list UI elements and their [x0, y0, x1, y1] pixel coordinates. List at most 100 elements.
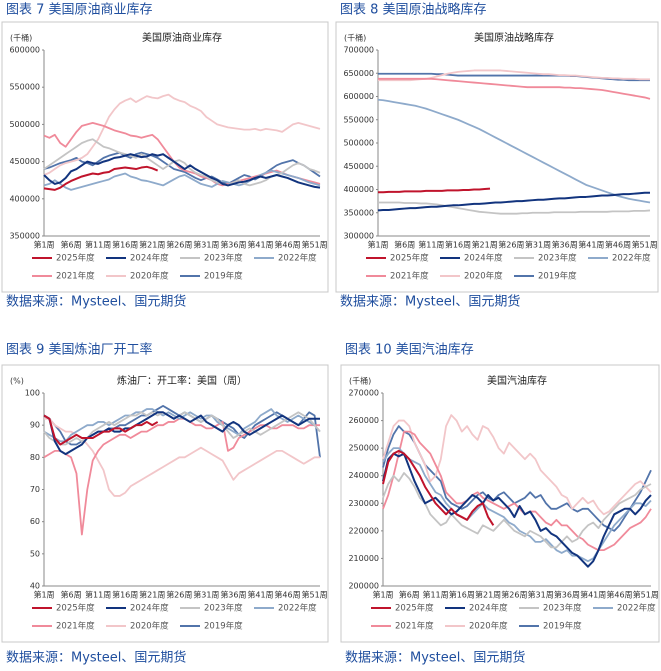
x-tick-label: 第31周 — [193, 590, 219, 600]
x-tick-label: 第6周 — [61, 590, 82, 600]
source-note: 数据来源：Mysteel、国元期货 — [340, 294, 520, 310]
legend-label: 2020年度 — [464, 271, 503, 282]
x-tick-label: 第36周 — [220, 590, 246, 600]
x-tick-label: 第41周 — [247, 240, 273, 250]
legend-label: 2020年度 — [130, 621, 169, 632]
x-tick-label: 第36周 — [552, 240, 578, 250]
y-tick-label: 260000 — [348, 416, 379, 425]
series-line — [382, 452, 652, 568]
series-line — [43, 417, 320, 536]
series-line — [382, 430, 652, 552]
chart-title: 美国原油战略库存 — [474, 31, 554, 44]
legend-label: 2022年度 — [612, 253, 651, 264]
legend-label: 2019年度 — [543, 621, 582, 632]
unit-label: (千桶) — [349, 376, 371, 386]
chart-frame — [1, 21, 329, 293]
y-tick-label: 550000 — [343, 115, 374, 124]
y-tick-label: 450000 — [343, 162, 374, 171]
chart-frame — [340, 364, 660, 643]
figure-caption: 图表 8 美国原油战略库存 — [340, 2, 487, 18]
unit-label: (千桶) — [344, 33, 366, 43]
y-tick-label: 650000 — [343, 69, 374, 78]
legend-label: 2022年度 — [278, 603, 317, 614]
x-tick-label: 第16周 — [445, 240, 471, 250]
y-tick-label: 700000 — [343, 46, 374, 55]
legend-label: 2021年度 — [395, 621, 434, 632]
series-line — [382, 425, 652, 532]
series-line — [43, 169, 321, 191]
legend-label: 2022年度 — [278, 253, 317, 264]
y-tick-label: 210000 — [348, 554, 379, 563]
legend-label: 2021年度 — [390, 271, 429, 282]
y-tick-label: 230000 — [348, 499, 379, 508]
y-tick-label: 240000 — [348, 471, 379, 480]
series-line — [382, 414, 652, 516]
y-tick-label: 450000 — [9, 157, 40, 166]
x-tick-label: 第46周 — [605, 240, 631, 250]
legend-label: 2024年度 — [130, 253, 169, 264]
legend-label: 2024年度 — [469, 603, 508, 614]
legend-label: 2023年度 — [204, 603, 243, 614]
legend-label: 2023年度 — [538, 253, 577, 264]
x-tick-label: 第6周 — [399, 590, 420, 600]
legend-label: 2021年度 — [56, 271, 95, 282]
series-line — [378, 201, 651, 215]
x-tick-label: 第46周 — [274, 590, 300, 600]
y-tick-label: 60 — [30, 517, 40, 526]
x-tick-label: 第41周 — [580, 590, 606, 600]
x-tick-label: 第26周 — [166, 240, 192, 250]
x-tick-label: 第16周 — [449, 590, 475, 600]
x-tick-label: 第1周 — [367, 240, 388, 250]
y-tick-label: 70 — [30, 485, 40, 494]
x-tick-label: 第1周 — [33, 590, 54, 600]
legend-label: 2019年度 — [204, 621, 243, 632]
y-tick-label: 90 — [30, 421, 40, 430]
series-line — [44, 417, 320, 497]
y-tick-label: 400000 — [9, 194, 40, 203]
source-note: 数据来源：Mysteel、国元期货 — [345, 650, 525, 666]
y-tick-label: 400000 — [343, 185, 374, 194]
x-tick-label: 第21周 — [472, 240, 498, 250]
x-tick-label: 第51周 — [301, 240, 327, 250]
x-tick-label: 第16周 — [112, 590, 138, 600]
series-line — [43, 151, 321, 185]
series-line — [43, 414, 159, 446]
x-tick-label: 第26周 — [501, 590, 527, 600]
x-tick-label: 第11周 — [418, 240, 444, 250]
series-line — [377, 98, 651, 204]
source-note: 数据来源：Mysteel、国元期货 — [6, 294, 186, 310]
x-tick-label: 第21周 — [139, 240, 165, 250]
series-line — [43, 411, 320, 456]
y-tick-label: 220000 — [348, 526, 379, 535]
chart-frame — [1, 364, 329, 643]
x-tick-label: 第11周 — [85, 240, 111, 250]
x-tick-label: 第51周 — [301, 590, 327, 600]
series-line — [43, 411, 321, 446]
series-line — [43, 165, 159, 191]
figure-caption: 图表 7 美国原油商业库存 — [6, 2, 153, 18]
y-tick-label: 200000 — [348, 582, 379, 591]
legend-label: 2024年度 — [130, 603, 169, 614]
source-note: 数据来源：Mysteel、国元期货 — [6, 650, 186, 666]
chart-title: 美国原油商业库存 — [142, 31, 222, 44]
x-tick-label: 第11周 — [422, 590, 448, 600]
x-tick-label: 第46周 — [274, 240, 300, 250]
series-line — [378, 77, 651, 100]
legend-label: 2025年度 — [56, 603, 95, 614]
x-tick-label: 第31周 — [528, 590, 554, 600]
x-tick-label: 第31周 — [193, 240, 219, 250]
y-tick-label: 500000 — [9, 120, 40, 129]
y-tick-label: 100 — [25, 389, 40, 398]
x-tick-label: 第1周 — [33, 240, 54, 250]
legend-label: 2019年度 — [538, 271, 577, 282]
x-tick-label: 第26周 — [166, 590, 192, 600]
legend-label: 2022年度 — [617, 603, 656, 614]
y-tick-label: 80 — [30, 453, 40, 462]
series-line — [377, 191, 650, 212]
x-tick-label: 第6周 — [61, 240, 82, 250]
chart-title: 炼油厂：开工率：美国（周） — [117, 374, 247, 387]
x-tick-label: 第36周 — [554, 590, 580, 600]
y-tick-label: 50 — [30, 549, 40, 558]
unit-label: (千桶) — [10, 33, 32, 43]
legend-label: 2020年度 — [130, 271, 169, 282]
